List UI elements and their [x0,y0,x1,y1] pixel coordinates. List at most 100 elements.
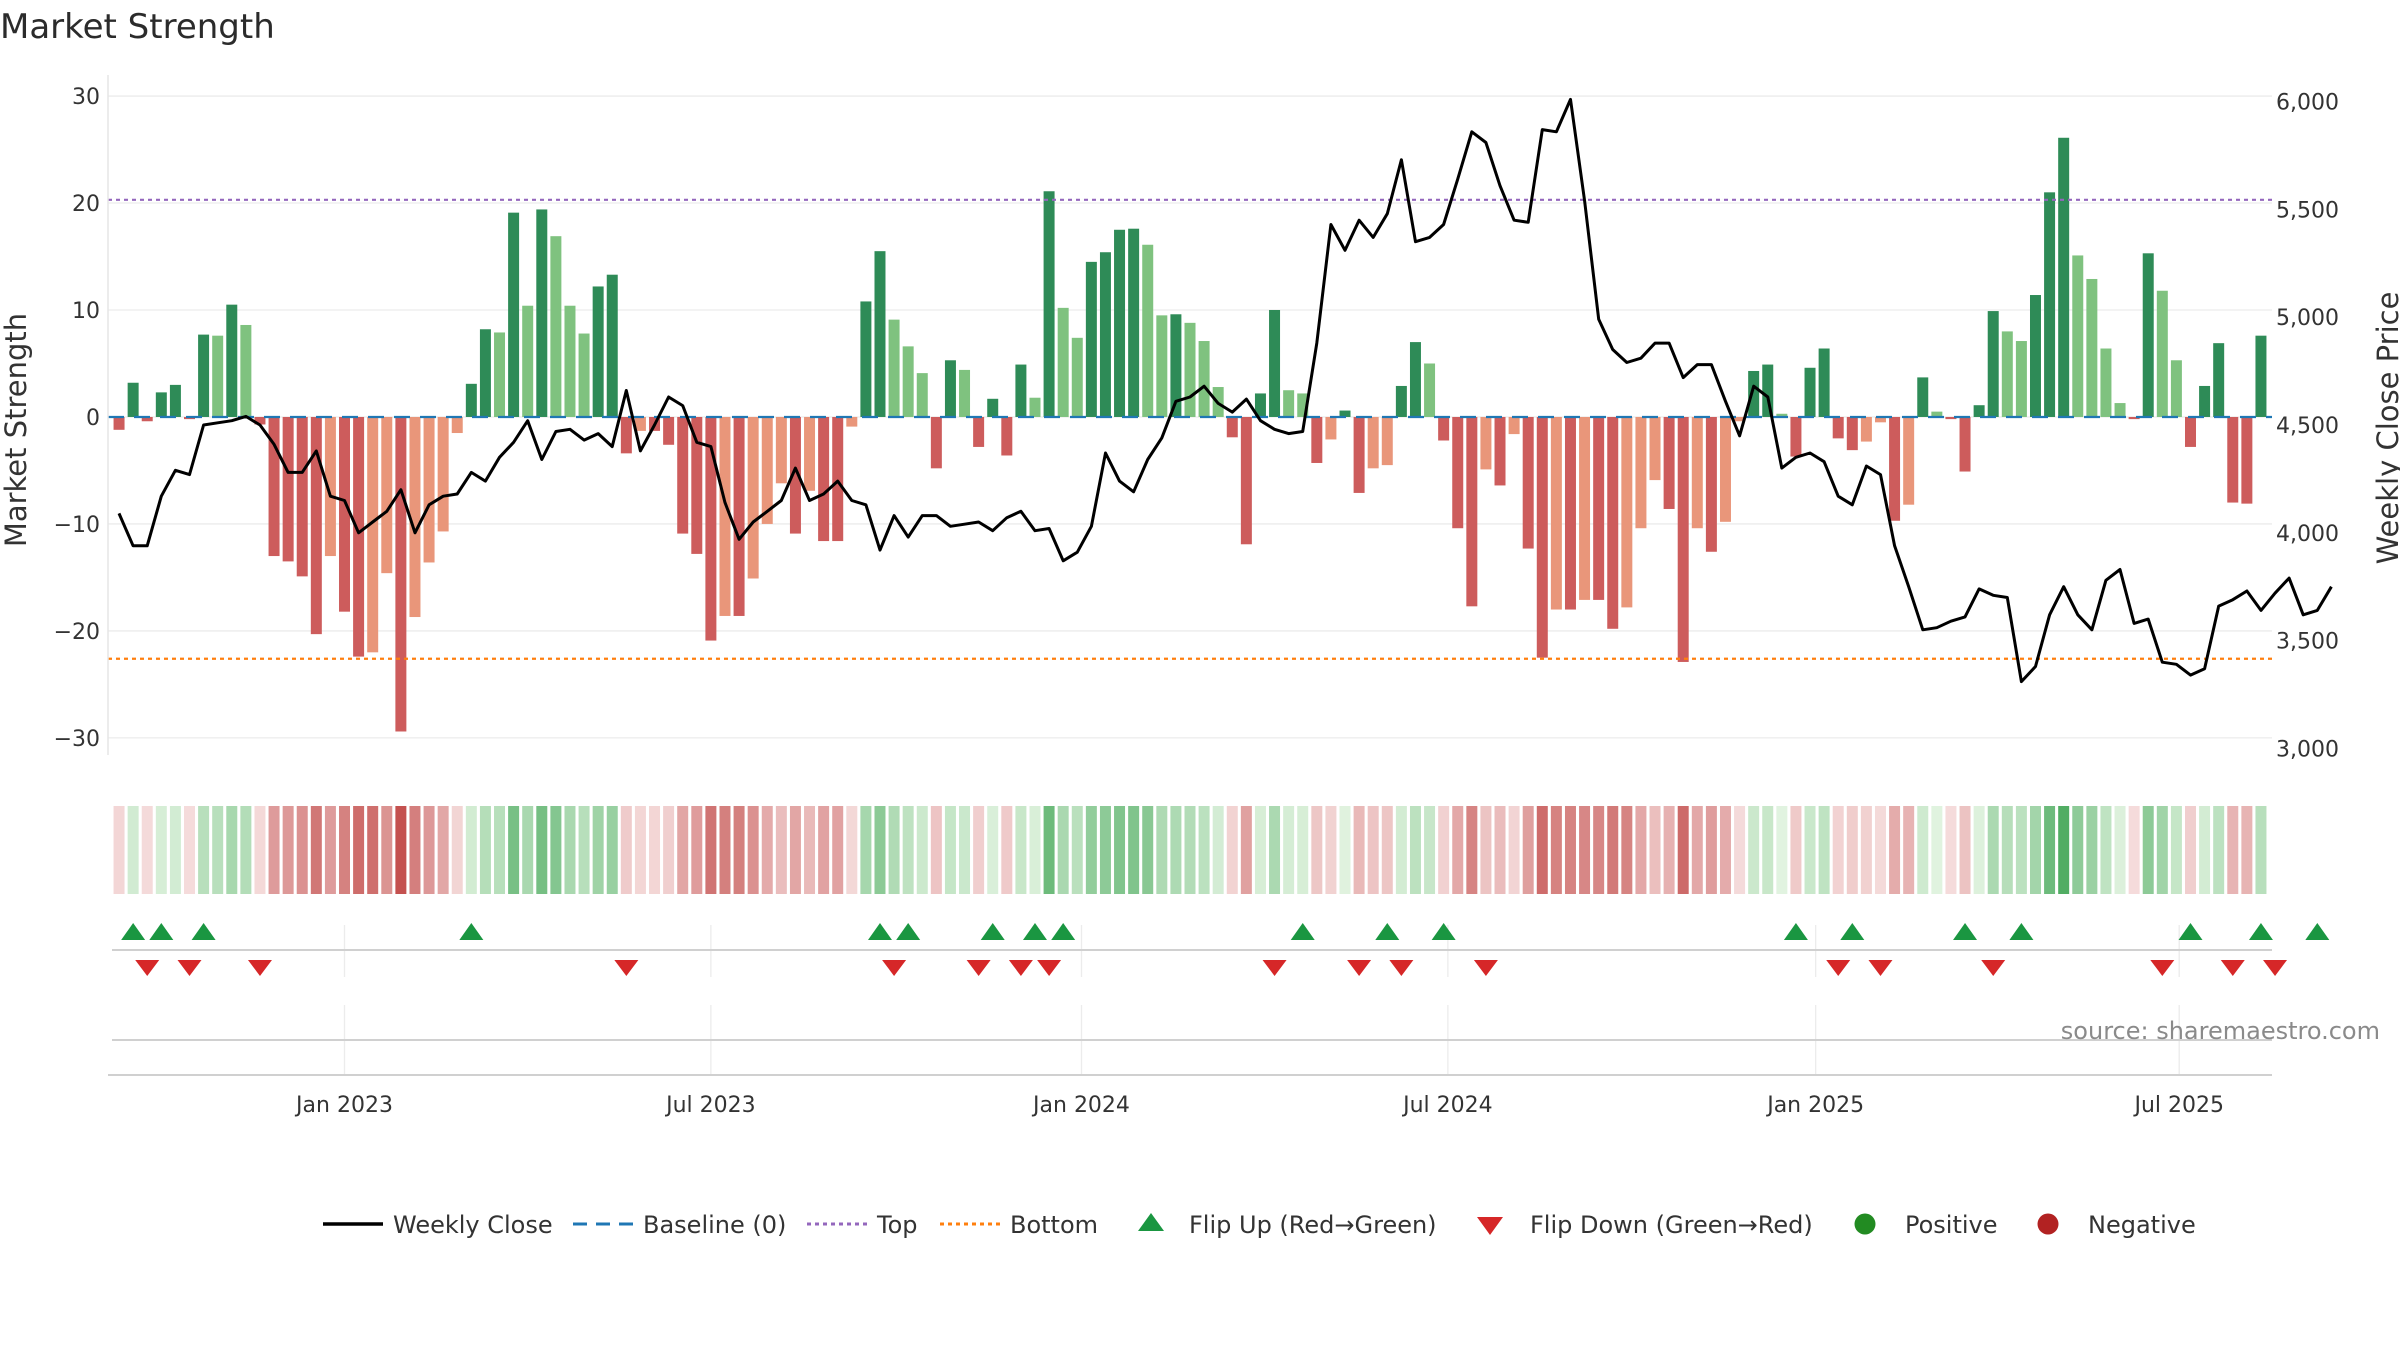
legend-flip-up: Flip Up (Red→Green) [1189,1211,1437,1239]
heat-cell [324,806,336,894]
strength-bar [1240,416,1252,545]
strength-bar [550,236,562,417]
heat-cell [1734,806,1746,894]
heat-cell [1607,806,1619,894]
flip-down-marker [177,960,202,976]
heat-cell [479,806,491,894]
strength-bar [1156,315,1168,417]
heat-cell [1114,806,1126,894]
strength-bar [423,416,435,563]
flip-down-marker [1347,960,1372,976]
y-tick-label-left: −20 [54,620,100,645]
heat-cell [1353,806,1365,894]
strength-bar [747,416,759,579]
heat-cell [1156,806,1168,894]
strength-bar [1226,416,1238,438]
strength-bar [930,416,942,469]
heat-cell [2255,806,2267,894]
flip-up-marker [121,923,146,940]
flip-down-marker [1262,960,1287,976]
heat-cell [1099,806,1111,894]
heat-cell [198,806,210,894]
strength-bars [113,137,2267,732]
y-tick-label-left: 30 [72,85,100,110]
heat-cell [1311,806,1323,894]
heat-cell [747,806,759,894]
strength-bar [564,305,576,417]
strength-bar [1550,416,1562,610]
heat-cell [846,806,858,894]
heat-cell [1663,806,1675,894]
flip-up-marker [896,923,921,940]
legend-top: Top [876,1211,918,1239]
heat-cell [1170,806,1182,894]
heat-cell [1226,806,1238,894]
flip-up-marker [2305,923,2330,940]
heat-cell [1635,806,1647,894]
heat-cell [1325,806,1337,894]
heat-cell [212,806,224,894]
strength-bar [1804,367,1816,417]
y-tick-label-right: 5,000 [2276,306,2339,331]
heat-cell [1790,806,1802,894]
strength-bar [761,416,773,524]
strength-bar [634,416,646,431]
strength-bar [1593,416,1605,600]
heat-cell [1973,806,1985,894]
heat-cell [1945,806,1957,894]
heat-cell [1071,806,1083,894]
heat-cell [550,806,562,894]
strength-bar [381,416,393,574]
heat-cell [1691,806,1703,894]
strength-bar [888,319,900,417]
legend-weekly-close: Weekly Close [393,1211,553,1239]
heat-cell [1917,806,1929,894]
strength-bar [1959,416,1971,472]
strength-bar [1748,370,1760,417]
strength-bar [437,416,449,532]
heat-cell [1677,806,1689,894]
heat-cell [1015,806,1027,894]
strength-bar [1635,416,1647,529]
heat-cell [775,806,787,894]
strength-bar [1649,416,1661,481]
strength-bar [944,360,956,417]
heat-cell [2241,806,2253,894]
heat-cell [1198,806,1210,894]
strength-bar [1691,416,1703,529]
y-axis-label-right: Weekly Close Price [2371,292,2400,565]
heat-cell [367,806,379,894]
heat-cell [1381,806,1393,894]
y-tick-label-right: 3,500 [2276,630,2339,655]
flip-up-marker [191,923,216,940]
heat-cell [705,806,717,894]
legend-negative: Negative [2088,1211,2196,1239]
heat-cell [1142,806,1154,894]
strength-bar [141,416,153,422]
strength-bar [1339,410,1351,417]
flip-down-marker [1473,960,1498,976]
strength-bar [1128,228,1140,417]
strength-bar [1466,416,1478,607]
strength-bar [578,333,590,417]
strength-bar [832,416,844,542]
heat-cell [2156,806,2168,894]
strength-bar [2086,278,2098,417]
x-tick-label: Jul 2024 [1401,1093,1493,1118]
strength-bar [846,416,858,427]
strength-bar [1001,416,1013,456]
strength-bar [2170,360,2182,417]
heat-cell [1466,806,1478,894]
strength-bar [1015,364,1027,417]
strength-bar [479,329,491,417]
strength-bar [2185,416,2196,447]
flip-up-marker [1953,923,1978,940]
strength-bar [959,369,971,417]
heat-cell [944,806,956,894]
heat-cell [2100,806,2112,894]
heat-cell [1804,806,1816,894]
heat-cell [1184,806,1196,894]
heat-cell [1212,806,1224,894]
flip-up-marker [867,923,892,940]
